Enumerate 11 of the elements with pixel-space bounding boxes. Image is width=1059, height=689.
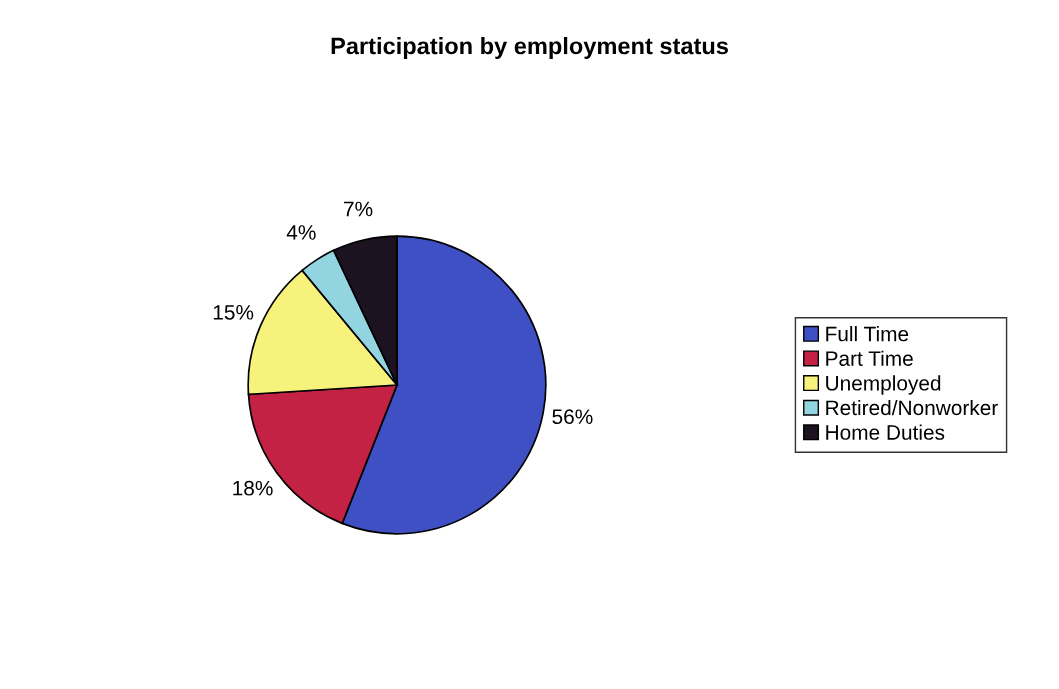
legend-label: Unemployed [826,375,941,395]
data-label: 56% [552,409,593,425]
legend-label: Full Time [826,326,909,342]
data-label: 15% [213,305,254,320]
data-label: 18% [233,480,273,496]
legend-label: Retired/Nonworker [826,399,998,416]
chart-title: Participation by employment status [331,37,728,59]
data-label: 7% [344,201,373,217]
data-label: 4% [286,225,316,240]
legend-label: Part Time [826,350,913,366]
legend-label: Home Duties [826,424,945,440]
